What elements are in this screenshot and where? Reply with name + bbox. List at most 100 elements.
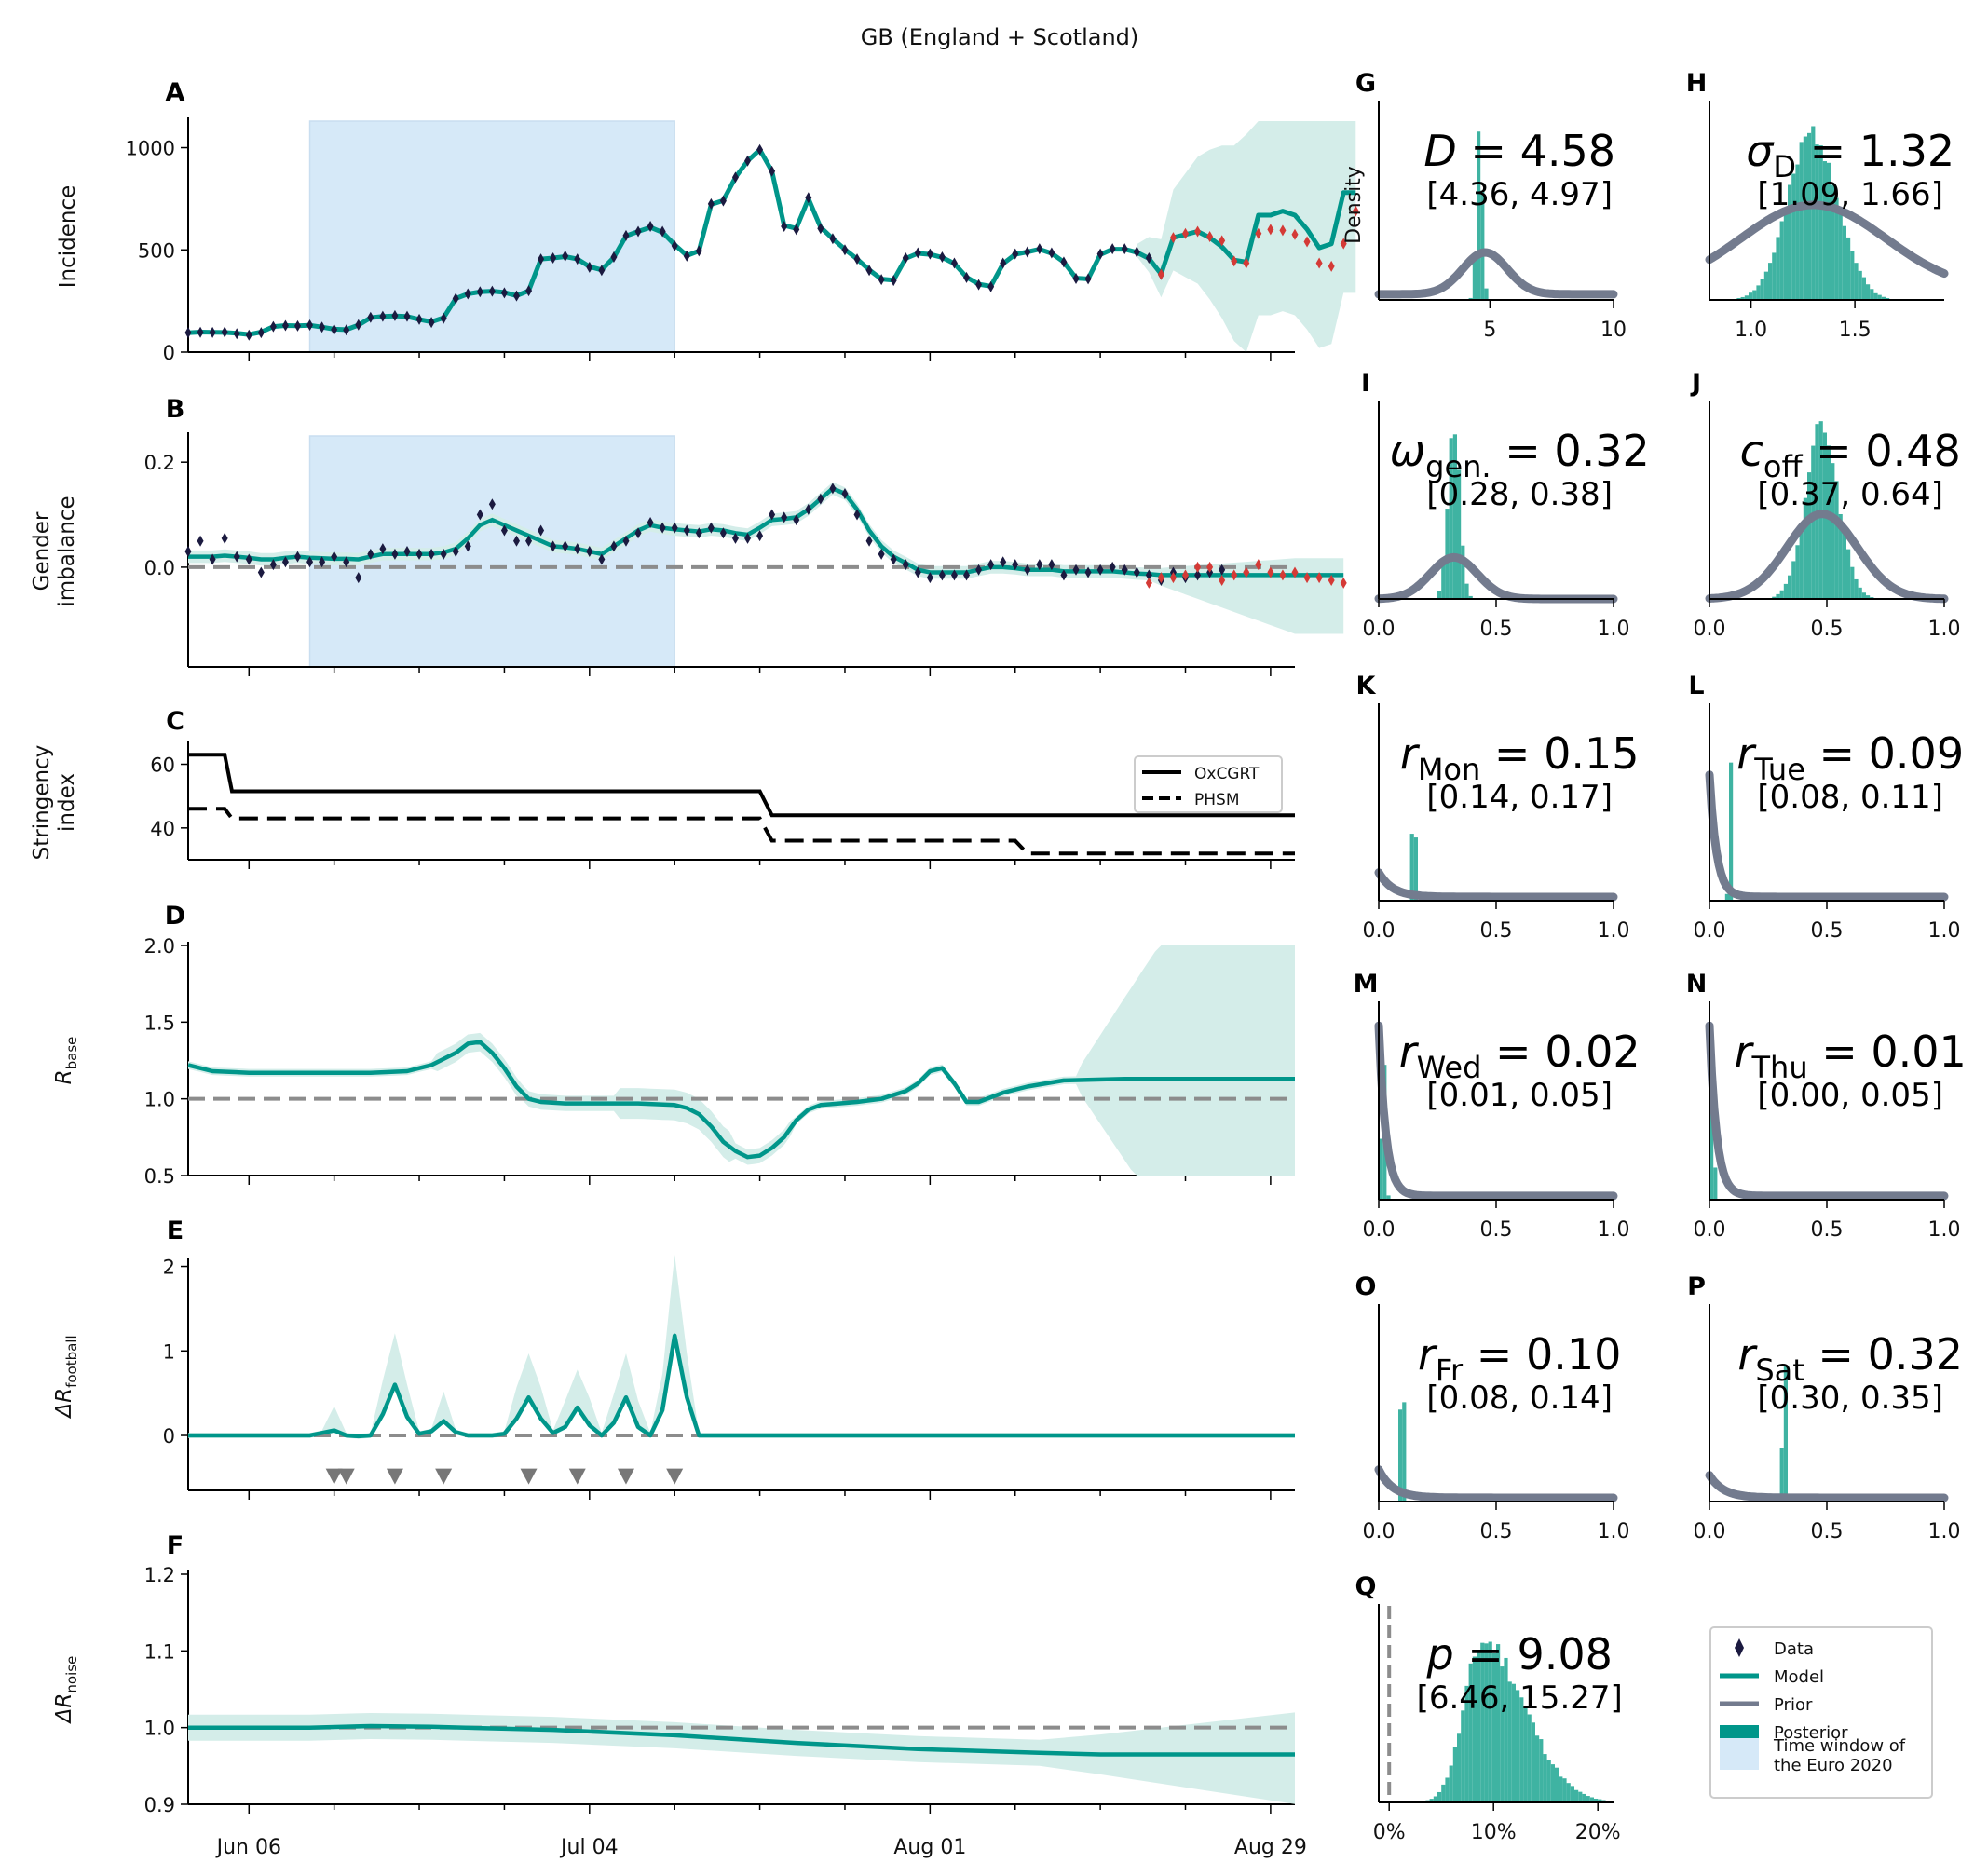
posterior-ci: [6.46, 15.27] [1417, 1679, 1623, 1717]
data-point [538, 253, 545, 265]
posterior-bar [1881, 296, 1886, 300]
panel-letter: E [167, 1217, 184, 1245]
posterior-bar [1586, 1796, 1590, 1802]
y-axis-label: ΔRfootball [52, 1335, 80, 1419]
posterior-bar [1491, 1652, 1496, 1802]
posterior-bar [1441, 1784, 1446, 1802]
forecast-point [1206, 231, 1214, 242]
posterior-symbol: c [1740, 426, 1763, 476]
posterior-bar [1488, 1641, 1492, 1802]
posterior-bar [1807, 472, 1812, 599]
posterior-bar [1457, 469, 1462, 599]
y-tick-label: 2 [163, 1257, 175, 1279]
forecast-point [1303, 572, 1311, 584]
data-point [817, 223, 824, 235]
x-tick-label: 1.0 [1598, 618, 1630, 641]
data-point [1145, 569, 1152, 581]
prior-curve [1374, 1021, 1618, 1201]
data-point [488, 498, 496, 510]
data-point [1024, 564, 1031, 576]
x-tick-label: 0.5 [1480, 618, 1513, 641]
football-series [188, 1255, 1295, 1485]
posterior-ci: [0.37, 0.64] [1757, 476, 1943, 513]
x-tick-label: 20% [1575, 1821, 1621, 1844]
forecast-point [1169, 232, 1177, 244]
data-point [829, 233, 837, 245]
posterior-subscript: D [1773, 149, 1796, 184]
data-point [731, 171, 739, 184]
posterior-value: = 0.48 [1803, 426, 1961, 476]
y-label-line: index [55, 773, 79, 832]
data-point [574, 543, 581, 555]
posterior-bar [1815, 144, 1819, 300]
data-point [622, 535, 630, 547]
panel-letter: N [1686, 970, 1708, 999]
posterior-ci: [0.00, 0.05] [1757, 1077, 1943, 1114]
data-point [793, 224, 800, 236]
x-tick-label: 0% [1373, 1821, 1406, 1844]
data-point [331, 323, 338, 335]
data-point [452, 292, 459, 305]
posterior-bar [1507, 1681, 1512, 1802]
posterior-value: = 0.32 [1491, 426, 1650, 476]
posterior-symbol: D [1423, 126, 1456, 176]
posterior-bar [1484, 288, 1489, 300]
x-tick-label: 0.0 [1694, 919, 1726, 943]
data-point [598, 265, 606, 277]
forecast-point [1243, 257, 1250, 269]
posterior-bar [1756, 285, 1761, 300]
data-point [367, 311, 374, 323]
posterior-bar [1788, 575, 1792, 599]
posterior-bar [1846, 549, 1851, 599]
data-point [914, 247, 921, 259]
posterior-bar [1807, 132, 1812, 300]
y-label-main: ΔR [52, 1693, 76, 1725]
posterior-bar [1779, 221, 1784, 300]
data-point [769, 165, 776, 177]
panel-letter: A [166, 78, 185, 107]
posterior-bar [1783, 583, 1788, 599]
panel-letter: I [1361, 369, 1370, 398]
posterior-bar [1818, 145, 1823, 300]
data-point [781, 511, 788, 523]
posterior-bar [1578, 1791, 1583, 1802]
y-tick-label: 1.5 [144, 1012, 175, 1034]
panel-letter: D [165, 902, 185, 931]
posterior-bar [1803, 497, 1807, 599]
legend-prior-label: Prior [1774, 1695, 1813, 1715]
data-point [464, 540, 471, 552]
posterior-value: = 0.01 [1808, 1026, 1967, 1077]
data-point [538, 524, 545, 537]
data-point [926, 572, 933, 584]
posterior-bar [1854, 578, 1859, 599]
posterior-label: p = 9.08 [1425, 1629, 1612, 1679]
posterior-bar [1783, 209, 1788, 300]
y-axis-label: Density [1342, 166, 1366, 244]
posterior-value: = 0.10 [1463, 1329, 1621, 1380]
x-tick-label: 1.0 [1928, 919, 1961, 943]
panel-letter: G [1355, 69, 1376, 98]
match-marker [337, 1468, 355, 1485]
data-point [975, 279, 983, 291]
forecast-point [1157, 268, 1164, 280]
posterior-bar [1842, 225, 1846, 300]
data-point [574, 253, 581, 265]
x-tick-label: 0.5 [1811, 919, 1844, 943]
data-point [1133, 246, 1140, 258]
x-tick-label: Aug 01 [893, 1836, 966, 1859]
x-tick-label: 1.0 [1928, 1218, 1961, 1242]
data-point [1000, 556, 1007, 568]
legend-euro-label: Time window of [1773, 1736, 1906, 1756]
euro-window [308, 435, 675, 668]
data-point [731, 532, 739, 544]
data-point [841, 244, 849, 256]
data-point [500, 524, 508, 537]
y-tick-label: 60 [150, 754, 175, 777]
posterior-bar [1543, 1754, 1547, 1802]
data-point [793, 514, 800, 526]
data-point [440, 548, 447, 560]
posterior-bar [1838, 213, 1843, 300]
x-tick-label: 0.5 [1480, 1218, 1513, 1242]
